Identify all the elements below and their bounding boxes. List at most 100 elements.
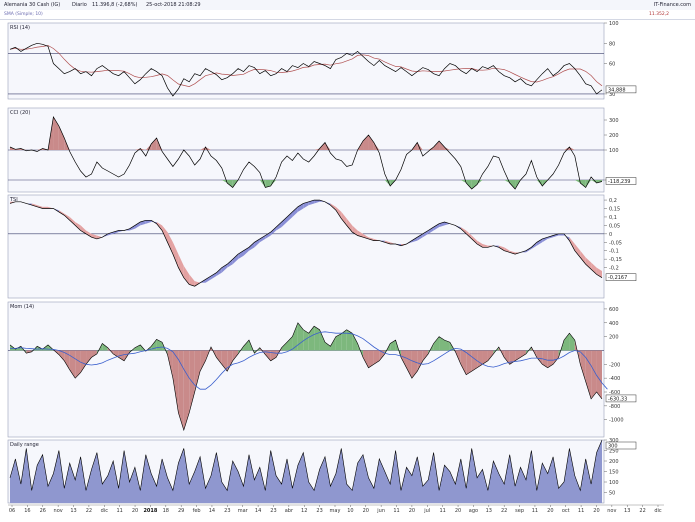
panel-4: 600 400 200 -200 -400 -600 -800 -1000 Mom (14) -6… (7, 301, 637, 438)
x-tick-label: may (330, 508, 341, 514)
tsi-cloud-segment (37, 205, 43, 209)
momentum-fill-segment (368, 350, 374, 368)
cci-fill-segment (363, 135, 369, 150)
momentum-fill-segment (352, 333, 358, 351)
y-tick-label: -0,05 (609, 240, 622, 246)
y-tick-label: 300 (609, 118, 619, 124)
tsi-cloud-segment (243, 247, 249, 256)
x-tick-label: 20 (593, 508, 599, 514)
momentum-fill-segment (335, 333, 342, 351)
tsi-cloud-segment (363, 233, 369, 239)
tsi-cloud-segment (417, 233, 423, 241)
tsi-cloud-segment (162, 225, 168, 243)
momentum-fill-segment (178, 350, 184, 431)
y-tick-label: 30 (609, 92, 615, 98)
last-value-label: 34,888 (608, 87, 626, 93)
period-label: Diario (72, 2, 87, 8)
cci-fill-segment (471, 180, 478, 189)
x-tick-label: ago (469, 508, 478, 514)
tsi-cloud-segment (145, 220, 152, 224)
x-tick-label: 13 (624, 508, 630, 514)
tsi-cloud-segment (276, 222, 282, 231)
tsi-cloud-segment (210, 272, 217, 280)
tsi-cloud-segment (69, 216, 76, 226)
momentum-fill-segment (265, 350, 271, 361)
tsi-cloud-segment (129, 225, 135, 231)
momentum-fill-segment (547, 350, 554, 368)
x-tick-label: sep (515, 508, 524, 514)
tsi-cloud-segment (466, 230, 472, 239)
brand-logo: IT-Finance.com (653, 2, 691, 8)
y-tick-label: -400 (609, 376, 620, 382)
last-value-label: -118,239 (608, 179, 630, 185)
y-tick-label: 150 (609, 470, 619, 476)
momentum-fill-segment (444, 340, 450, 351)
panel-3: 0,2 0,15 0,1 0,05 0 -0,05 -0,1 -0,15 -0,2 TSI -0,2… (7, 194, 637, 299)
tsi-cloud-segment (183, 265, 190, 285)
tsi-cloud-segment (248, 242, 255, 251)
x-tick-label: 06 (9, 508, 15, 514)
cci-fill-segment (466, 180, 472, 189)
tsi-cloud-segment (444, 222, 450, 226)
tsi-cloud-segment (553, 233, 559, 238)
tsi-cloud-segment (482, 243, 488, 248)
tsi-cloud-segment (292, 206, 298, 217)
cci-fill-segment (460, 180, 467, 183)
tsi-cloud-segment (134, 222, 141, 229)
x-tick-label: 20 (363, 508, 369, 514)
cci-fill-segment (439, 141, 445, 150)
x-tick-label: nov (607, 508, 616, 514)
last-price: 11.352,2 (648, 12, 669, 17)
x-tick-label: dic (101, 508, 109, 514)
momentum-sma-line (10, 331, 608, 390)
tsi-cloud-segment (574, 243, 581, 258)
last-value-box (605, 177, 637, 185)
momentum-fill-segment (194, 350, 201, 392)
momentum-fill-segment (91, 350, 97, 358)
tsi-cloud-segment (525, 247, 532, 253)
momentum-fill-segment (433, 336, 440, 351)
momentum-fill-segment (75, 350, 81, 379)
y-tick-label: -600 (609, 390, 620, 396)
y-tick-label: -1000 (609, 418, 624, 424)
x-tick-label: 13 (70, 508, 76, 514)
x-tick-label: 14 (209, 508, 215, 514)
tsi-cloud-segment (536, 238, 543, 246)
momentum-fill-segment (509, 350, 516, 365)
cci-fill-segment (140, 148, 146, 150)
timestamp: 25-oct-2018 21:08:29 (146, 2, 201, 8)
tsi-line (9, 199, 603, 287)
panel-title: RSI (14) (10, 25, 30, 31)
instrument-name: Alemania 30 Cash (IG) (4, 2, 61, 8)
y-tick-label: -800 (609, 404, 620, 410)
last-value-label: -630,33 (608, 396, 627, 402)
y-tick-label: 400 (609, 321, 619, 327)
tsi-cloud-segment (547, 235, 554, 239)
x-tick-label: 23 (270, 508, 276, 514)
momentum-fill-segment (379, 350, 385, 361)
momentum-fill-segment (487, 350, 494, 361)
cci-fill-segment (563, 147, 570, 150)
overlay-bar: SMA (Simple; 10) 11.352,2 (0, 10, 695, 20)
tsi-cloud-segment (558, 233, 564, 236)
x-tick-label: 22 (501, 508, 507, 514)
panel-background (7, 194, 605, 299)
x-tick-label: 12 (301, 508, 307, 514)
momentum-fill-segment (515, 350, 521, 361)
cci-fill-segment (417, 142, 423, 150)
panel-title: Mom (14) (10, 304, 34, 310)
x-tick-label: 20 (132, 508, 138, 514)
tsi-cloud-segment (238, 250, 244, 260)
momentum-fill-segment (134, 344, 141, 351)
tsi-cloud-segment (227, 259, 233, 268)
overlay-label: SMA (Simple; 10) (4, 12, 43, 17)
y-tick-label: -200 (609, 362, 620, 368)
tsi-cloud-segment (439, 222, 445, 228)
momentum-fill-segment (341, 329, 347, 351)
x-tick-label: 18 (163, 508, 169, 514)
momentum-fill-segment (58, 350, 65, 361)
tsi-cloud-segment (265, 232, 271, 239)
